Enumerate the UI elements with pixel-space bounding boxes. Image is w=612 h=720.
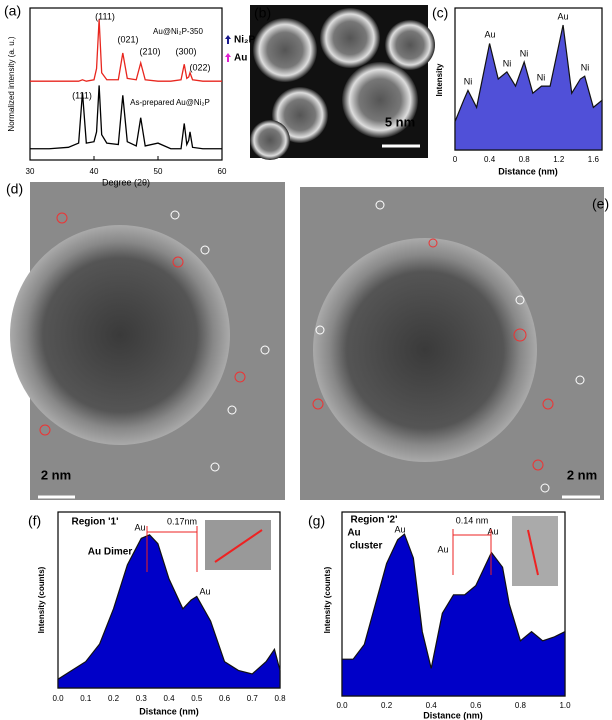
- annotation: Ni: [520, 48, 529, 58]
- annotation: Ni: [537, 72, 546, 82]
- x-tick-label: 0.1: [80, 694, 92, 703]
- inset-f: [205, 520, 271, 570]
- chart: (g) Distance (nm) Intensity (counts) 0.0 0.2…: [308, 511, 571, 720]
- inset-g: [512, 516, 558, 586]
- x-tick-label: 0.3: [136, 694, 148, 703]
- x-tick-label: 0.0: [336, 701, 348, 710]
- annotation: (210): [139, 46, 160, 56]
- line-series: [30, 85, 222, 150]
- annotation: Ni: [464, 76, 473, 86]
- scale-bar-label: 2 nm: [567, 467, 597, 482]
- x-tick-label: 0.6: [219, 694, 231, 703]
- image-e: [300, 187, 604, 500]
- annotation: (021): [117, 34, 138, 44]
- x-axis-label: Distance (nm): [139, 706, 199, 716]
- panel-label: (b): [254, 5, 271, 21]
- panel-label: (f): [28, 513, 41, 529]
- line-series: [30, 19, 222, 82]
- x-tick-label: 0.8: [274, 694, 286, 703]
- x-tick-label: 0: [453, 155, 458, 164]
- legend-label: Ni₂P: [234, 35, 255, 46]
- annotation: Region '2': [351, 515, 398, 526]
- annotation: Au: [394, 524, 405, 534]
- x-tick-label: 0.4: [484, 155, 496, 164]
- y-axis-label: Intensity (counts): [323, 566, 332, 633]
- chart: (f) Distance (nm) Intensity (counts) 0.0 0.1…: [28, 511, 286, 716]
- x-tick-label: 0.4: [163, 694, 175, 703]
- annotation: (111): [72, 90, 92, 100]
- legend-marker: [225, 53, 231, 62]
- legend-marker: [225, 35, 231, 44]
- panel-label: (d): [6, 181, 23, 197]
- chart: (a) Degree (2θ) Normalized intensity (a. u…: [4, 3, 255, 188]
- scale-bar-label: 5 nm: [385, 114, 415, 129]
- x-tick-label: 30: [26, 167, 35, 176]
- x-tick-label: 0.8: [519, 155, 531, 164]
- plot-frame: [29, 7, 223, 161]
- scale-bar-label: 2 nm: [41, 467, 71, 482]
- chart: (c) Distance (nm) Intensity 0 0.4 0.8 1.2 1.6 Ni…: [432, 5, 603, 176]
- x-axis-label: Degree (2θ): [102, 177, 150, 187]
- image-d: [10, 182, 285, 500]
- panel-label: (e): [592, 196, 609, 212]
- panel-label: (c): [432, 5, 448, 21]
- area-series: [454, 24, 603, 151]
- x-tick-label: 1.6: [588, 155, 600, 164]
- annotation: Region '1': [72, 517, 119, 528]
- annotation: Au: [484, 29, 495, 39]
- x-tick-label: 0.6: [470, 701, 482, 710]
- inset-arrow: [214, 529, 263, 563]
- image-b: [250, 5, 435, 160]
- x-tick-label: 60: [218, 167, 227, 176]
- y-axis-label: Intensity (counts): [37, 566, 46, 633]
- x-axis-label: Distance (nm): [498, 166, 558, 176]
- annotation: (300): [175, 46, 196, 56]
- x-tick-label: 1.2: [553, 155, 565, 164]
- panel-label: (g): [308, 513, 325, 529]
- annotation: Au: [199, 586, 210, 596]
- x-tick-label: 0.0: [52, 694, 64, 703]
- area-series: [57, 534, 281, 689]
- x-tick-label: 1.0: [559, 701, 571, 710]
- annotation: cluster: [350, 541, 383, 552]
- y-axis-label: Intensity: [435, 63, 444, 96]
- area-series: [341, 533, 566, 697]
- annotation: 0.17nm: [167, 516, 197, 526]
- x-tick-label: 0.7: [247, 694, 259, 703]
- annotation: Au Dimer: [88, 547, 133, 558]
- annotation: 0.14 nm: [456, 515, 489, 525]
- annotation: Au: [134, 522, 145, 532]
- series-label: As-prepared Au@Ni₂P: [130, 98, 210, 107]
- x-tick-label: 40: [90, 167, 99, 176]
- annotation: Au: [487, 526, 498, 536]
- x-tick-label: 0.8: [515, 701, 527, 710]
- y-axis-label: Normalized intensity (a. u.): [7, 36, 16, 131]
- annotation: Au: [557, 11, 568, 21]
- x-tick-label: 50: [154, 167, 163, 176]
- series-label: Au@Ni₂P-350: [153, 27, 203, 36]
- inset-arrow: [527, 529, 539, 576]
- annotation: Ni: [581, 62, 590, 72]
- annotation: Au: [437, 544, 448, 554]
- x-tick-label: 0.4: [426, 701, 438, 710]
- annotation: (111): [95, 11, 115, 21]
- annotation: (022): [189, 62, 210, 72]
- x-tick-label: 0.5: [191, 694, 203, 703]
- x-tick-label: 0.2: [381, 701, 393, 710]
- annotation: Au: [347, 528, 360, 539]
- legend-label: Au: [234, 53, 247, 64]
- panel-label: (a): [4, 3, 21, 19]
- x-axis-label: Distance (nm): [423, 710, 483, 720]
- annotation: Ni: [503, 58, 512, 68]
- x-tick-label: 0.2: [108, 694, 120, 703]
